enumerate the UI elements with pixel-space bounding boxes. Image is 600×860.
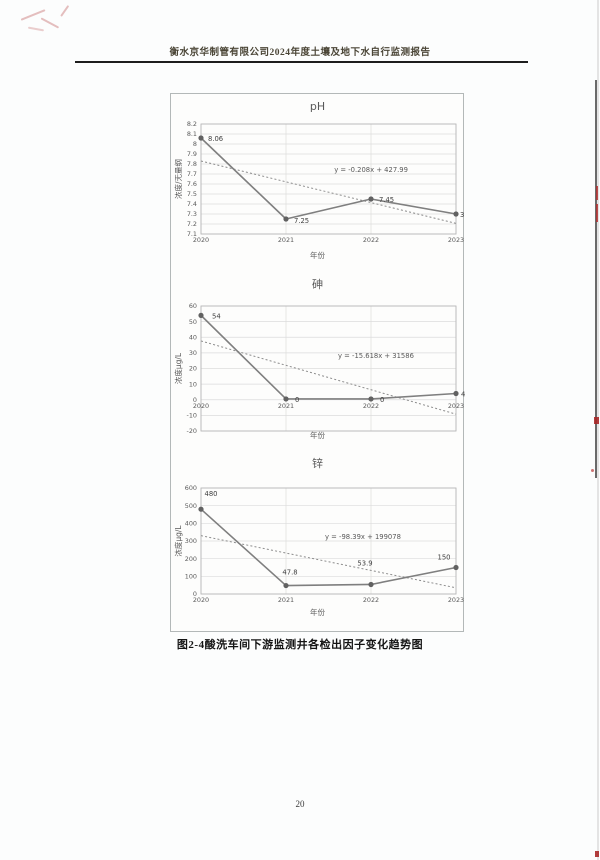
svg-text:2020: 2020 bbox=[193, 596, 209, 604]
scan-edge-line bbox=[595, 80, 597, 478]
svg-text:500: 500 bbox=[185, 502, 197, 510]
svg-text:2020: 2020 bbox=[193, 402, 209, 410]
svg-text:7.2: 7.2 bbox=[187, 220, 197, 228]
svg-text:y = -98.39x + 199078: y = -98.39x + 199078 bbox=[325, 533, 401, 541]
svg-text:0: 0 bbox=[380, 396, 384, 404]
svg-text:7.7: 7.7 bbox=[187, 170, 197, 178]
svg-text:2022: 2022 bbox=[363, 402, 379, 410]
svg-text:10: 10 bbox=[189, 380, 197, 388]
svg-text:-10: -10 bbox=[187, 412, 197, 420]
svg-text:100: 100 bbox=[185, 573, 197, 581]
svg-text:20: 20 bbox=[189, 365, 197, 373]
svg-text:7.1: 7.1 bbox=[187, 230, 197, 238]
svg-text:砷: 砷 bbox=[312, 278, 323, 291]
svg-text:年份: 年份 bbox=[310, 607, 325, 617]
svg-text:浓度μg/L: 浓度μg/L bbox=[173, 352, 183, 384]
svg-text:年份: 年份 bbox=[310, 250, 325, 260]
svg-text:7.8: 7.8 bbox=[187, 160, 197, 168]
svg-text:400: 400 bbox=[185, 520, 197, 528]
svg-text:7.9: 7.9 bbox=[187, 150, 197, 158]
svg-text:40: 40 bbox=[189, 333, 197, 341]
svg-text:200: 200 bbox=[185, 555, 197, 563]
svg-text:2022: 2022 bbox=[363, 236, 379, 244]
svg-text:150: 150 bbox=[438, 554, 451, 562]
scan-artifact-scribble bbox=[60, 4, 69, 17]
svg-text:0: 0 bbox=[295, 396, 299, 404]
svg-text:53.9: 53.9 bbox=[357, 559, 372, 567]
svg-text:480: 480 bbox=[205, 490, 218, 498]
svg-text:50: 50 bbox=[189, 318, 197, 326]
svg-text:0: 0 bbox=[193, 396, 197, 404]
svg-text:浓度μg/L: 浓度μg/L bbox=[173, 525, 183, 557]
scan-artifact-scribble bbox=[40, 17, 60, 29]
svg-text:8.06: 8.06 bbox=[208, 135, 223, 143]
svg-text:8: 8 bbox=[193, 140, 197, 148]
svg-text:600: 600 bbox=[185, 484, 197, 492]
svg-text:7.6: 7.6 bbox=[187, 180, 197, 188]
svg-text:30: 30 bbox=[189, 349, 197, 357]
scan-artifact-red-dash bbox=[596, 186, 598, 200]
svg-text:7.25: 7.25 bbox=[294, 217, 309, 225]
svg-text:y = -0.208x + 427.99: y = -0.208x + 427.99 bbox=[334, 166, 408, 174]
svg-text:年份: 年份 bbox=[310, 430, 325, 440]
svg-text:7.4: 7.4 bbox=[187, 200, 197, 208]
svg-text:2023: 2023 bbox=[448, 596, 464, 604]
ph-trend-chart: pH 8.2 8.1 8 7.9 7.8 7.7 7.6 7.5 7.4 7.3 7.2 7.12020… bbox=[173, 100, 464, 260]
header-rule bbox=[75, 61, 528, 63]
svg-text:2020: 2020 bbox=[193, 236, 209, 244]
scan-artifact-red-mark bbox=[595, 851, 599, 857]
svg-text:2021: 2021 bbox=[278, 402, 294, 410]
svg-text:54: 54 bbox=[212, 312, 221, 320]
scan-edge-soft bbox=[597, 0, 599, 860]
svg-text:锌: 锌 bbox=[312, 456, 323, 470]
svg-text:8.1: 8.1 bbox=[187, 130, 197, 138]
chart-panel: pH 8.2 8.1 8 7.9 7.8 7.7 7.6 7.5 7.4 7.3 7.2 7.1 2020… bbox=[170, 93, 465, 632]
svg-text:3: 3 bbox=[460, 211, 464, 219]
svg-text:8.2: 8.2 bbox=[187, 120, 197, 128]
svg-text:300: 300 bbox=[185, 537, 197, 545]
svg-text:7.45: 7.45 bbox=[379, 196, 394, 204]
svg-text:2021: 2021 bbox=[278, 596, 294, 604]
scan-artifact-red-dot bbox=[591, 469, 594, 472]
svg-text:pH: pH bbox=[310, 100, 325, 113]
svg-text:60: 60 bbox=[189, 302, 197, 310]
svg-text:2021: 2021 bbox=[278, 236, 294, 244]
scan-artifact-red-mark bbox=[594, 417, 599, 424]
scan-artifact-scribble bbox=[27, 26, 45, 31]
svg-text:2023: 2023 bbox=[448, 402, 464, 410]
scan-artifact-red-dash bbox=[596, 204, 598, 222]
svg-text:47.8: 47.8 bbox=[282, 569, 297, 577]
svg-text:2023: 2023 bbox=[448, 236, 464, 244]
page-number: 20 bbox=[295, 799, 305, 809]
svg-text:2022: 2022 bbox=[363, 596, 379, 604]
svg-text:0: 0 bbox=[193, 590, 197, 598]
svg-text:-20: -20 bbox=[187, 427, 197, 435]
report-header-title: 衡水京华制管有限公司2024年度土壤及地下水自行监测报告 bbox=[169, 48, 431, 58]
svg-text:浓度/无量纲: 浓度/无量纲 bbox=[173, 159, 183, 199]
svg-text:7.5: 7.5 bbox=[187, 190, 197, 198]
svg-text:y = -15.618x + 31586: y = -15.618x + 31586 bbox=[338, 352, 414, 360]
figure-caption: 图2-4酸洗车间下游监测井各检出因子变化趋势图 bbox=[176, 639, 424, 651]
svg-text:4: 4 bbox=[461, 391, 465, 399]
svg-text:7.3: 7.3 bbox=[187, 210, 197, 218]
